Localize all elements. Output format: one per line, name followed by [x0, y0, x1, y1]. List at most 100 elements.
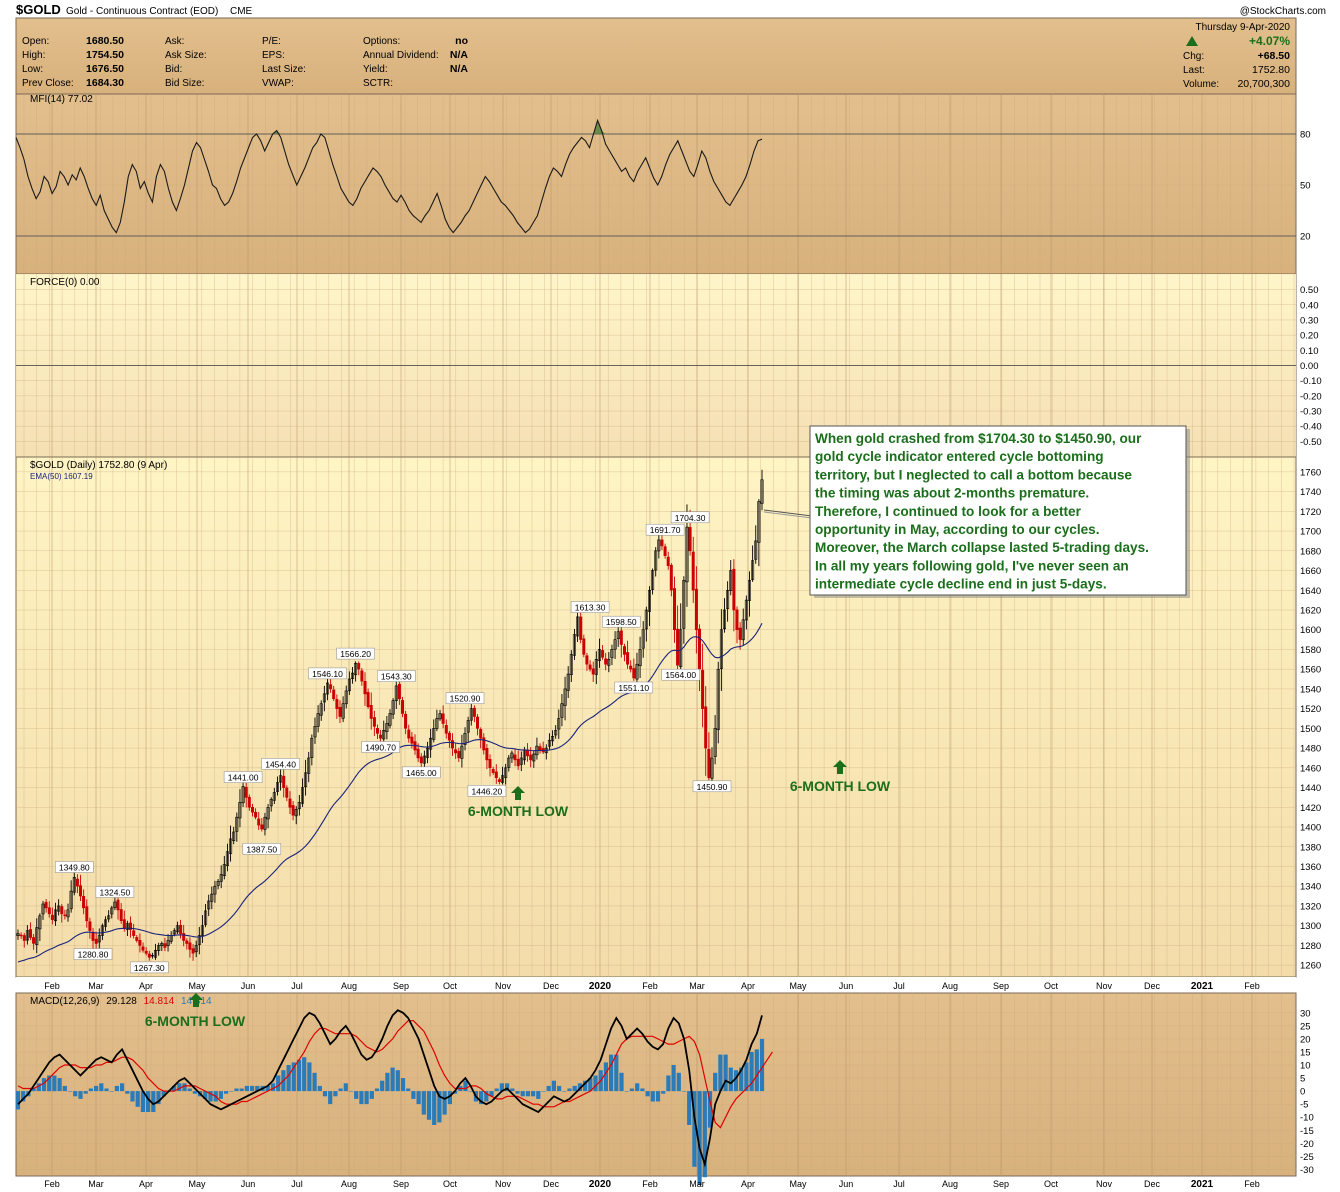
histogram-bar — [208, 1091, 213, 1102]
stat-label: EPS: — [262, 50, 285, 61]
histogram-bar — [52, 1075, 57, 1092]
histogram-bar — [432, 1091, 437, 1125]
x-tick-label: Oct — [443, 981, 458, 991]
candle — [479, 727, 483, 749]
histogram-bar — [229, 1091, 234, 1092]
candle — [94, 931, 98, 951]
candle — [247, 794, 251, 811]
price-label-text: 1546.10 — [312, 669, 343, 679]
mfi-grid — [16, 94, 1296, 274]
mfi-label: MFI(14) 77.02 — [30, 94, 93, 105]
tick-label: 30 — [1300, 1008, 1311, 1019]
histogram-bar — [41, 1078, 47, 1092]
candle — [72, 870, 76, 896]
tick-label: 1460 — [1300, 763, 1321, 774]
candle — [297, 794, 301, 816]
tick-label: 1540 — [1300, 684, 1321, 695]
commentary-line: territory, but I neglected to call a bot… — [815, 467, 1132, 482]
candle — [635, 652, 639, 683]
histogram-bar — [203, 1091, 208, 1099]
candle — [47, 901, 51, 918]
price-label-box: 1613.30 — [570, 601, 610, 613]
histogram-bar — [520, 1091, 525, 1097]
histogram-bar — [702, 1091, 707, 1178]
candle — [588, 660, 592, 672]
candle — [50, 907, 54, 925]
histogram-bar — [135, 1091, 140, 1107]
watermark: @StockCharts.com — [1240, 6, 1326, 17]
histogram-bar — [78, 1091, 83, 1099]
tick-label: 1560 — [1300, 665, 1321, 676]
candle — [576, 612, 580, 642]
histogram-bar — [364, 1091, 369, 1105]
candle — [647, 586, 651, 627]
x-tick-label: Sep — [993, 981, 1009, 991]
commentary-line: intermediate cycle decline end in just 5… — [815, 577, 1107, 592]
candle — [669, 563, 673, 597]
x-tick-label: Jul — [893, 981, 905, 991]
header-stats: Open: 1680.50 High: 1754.50 Low: 1676.50 Prev … — [22, 35, 1290, 90]
tick-label: 1520 — [1300, 704, 1321, 715]
candle — [82, 889, 86, 915]
histogram-bar — [759, 1038, 765, 1092]
candle — [597, 638, 601, 668]
candle — [638, 636, 642, 679]
price-label-box: 1490.70 — [361, 741, 400, 753]
candle — [444, 719, 448, 739]
price-label-text: 1446.20 — [472, 786, 503, 796]
candle — [344, 685, 348, 709]
candle — [450, 733, 454, 756]
candle — [394, 677, 398, 709]
histogram-bar — [94, 1085, 99, 1092]
candle — [747, 571, 751, 617]
histogram-bar — [510, 1088, 515, 1092]
signal-line — [17, 1020, 773, 1129]
candle — [579, 609, 583, 644]
change-pct: +4.07% — [1249, 34, 1290, 48]
candle — [616, 626, 620, 647]
price-label-box: 1704.30 — [670, 511, 710, 524]
histogram-bar — [437, 1091, 442, 1123]
histogram-bar — [707, 1091, 713, 1128]
x-tick-label: May — [789, 1179, 807, 1189]
candle — [716, 661, 720, 744]
macd-grid — [16, 993, 1296, 1176]
tick-label: 1440 — [1300, 783, 1321, 794]
price-label-box: 1546.10 — [308, 667, 347, 680]
candle — [516, 750, 520, 770]
histogram-bar — [156, 1091, 161, 1105]
histogram-bar — [286, 1065, 291, 1092]
x-tick-label: Aug — [942, 1179, 958, 1189]
candle — [572, 628, 576, 660]
histogram-bar — [31, 1088, 36, 1092]
price-label-box: 1324.50 — [95, 886, 135, 898]
candle — [629, 660, 633, 673]
description: Gold - Continuous Contract (EOD) — [66, 6, 218, 17]
tick-label: 1340 — [1300, 882, 1321, 893]
candle — [363, 672, 367, 706]
histogram-bar — [687, 1091, 692, 1125]
histogram-bar — [479, 1091, 484, 1105]
stat-label: Last: — [1183, 65, 1205, 76]
histogram-bar — [47, 1075, 52, 1092]
stat-label: Ask Size: — [165, 50, 207, 61]
mfi-yaxis: 20 50 80 — [1300, 130, 1311, 243]
candle — [388, 709, 392, 729]
x-tick-label: Oct — [1044, 981, 1059, 991]
candle — [694, 566, 698, 654]
x-tick-label: Apr — [139, 981, 153, 991]
mfi-panel: 20 50 80 MFI(14) 77.02 — [15, 93, 1311, 275]
histogram-bar — [442, 1091, 447, 1115]
histogram-bar — [73, 1091, 78, 1097]
tick-label: 0.40 — [1300, 300, 1319, 311]
histogram-bar — [749, 1052, 754, 1092]
histogram-bar — [744, 1062, 749, 1092]
stat-label: Volume: — [1183, 79, 1219, 90]
candle — [369, 692, 373, 730]
candle — [110, 905, 114, 919]
candle — [751, 545, 755, 582]
candle — [488, 754, 492, 777]
price-xaxis: Feb Mar Apr May Jun Jul Aug Sep Oct Nov Dec 2020 Feb… — [16, 977, 1296, 993]
candle — [219, 865, 223, 889]
histogram-bar — [562, 1091, 567, 1092]
